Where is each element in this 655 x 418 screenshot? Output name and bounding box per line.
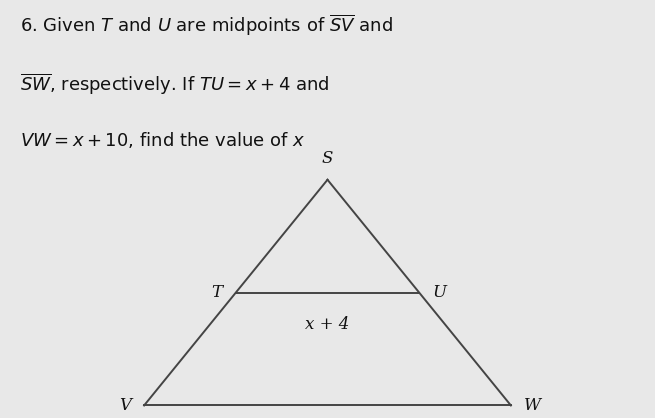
Text: $\overline{SW}$, respectively. If $TU = x + 4$ and: $\overline{SW}$, respectively. If $TU = … (20, 71, 329, 97)
Text: x + 4: x + 4 (305, 316, 350, 333)
Text: 6. Given $T$ and $U$ are midpoints of $\overline{SV}$ and: 6. Given $T$ and $U$ are midpoints of $\… (20, 13, 392, 38)
Text: U: U (432, 284, 446, 301)
Text: V: V (119, 397, 131, 414)
Text: S: S (322, 150, 333, 167)
Text: W: W (524, 397, 541, 414)
Text: T: T (212, 284, 223, 301)
Text: $VW = x + 10$, find the value of $x$: $VW = x + 10$, find the value of $x$ (20, 130, 305, 150)
